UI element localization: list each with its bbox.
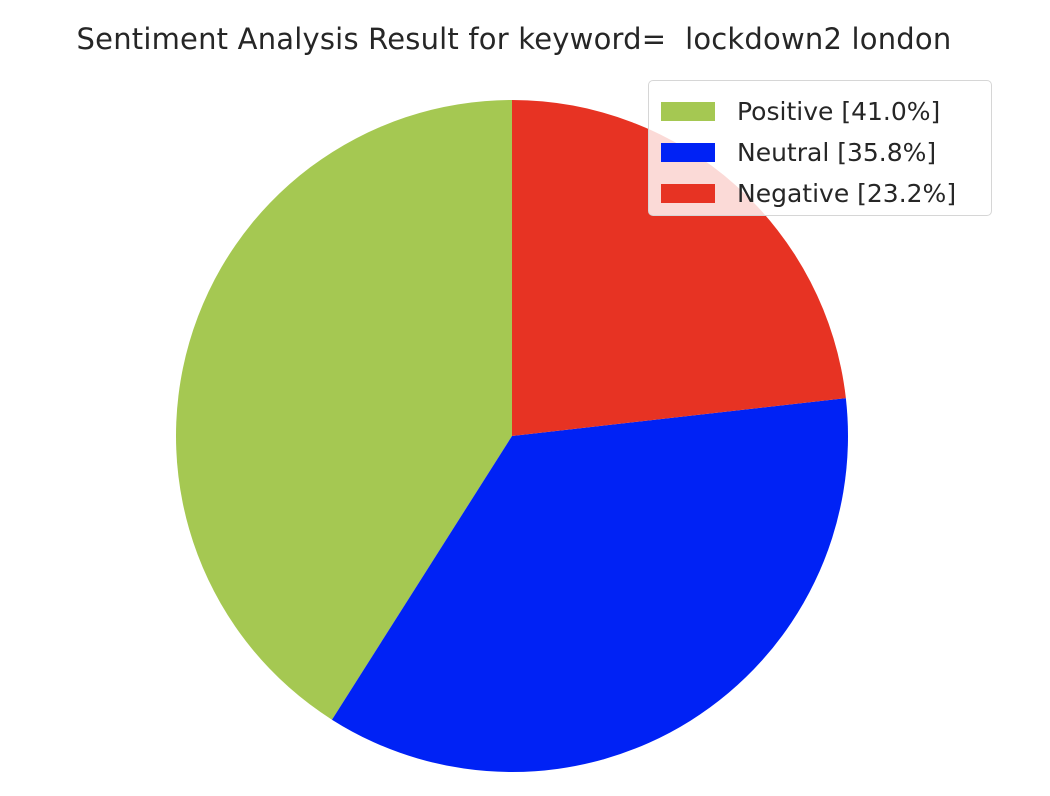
pie-slices	[176, 100, 849, 773]
legend-label-positive: Positive [41.0%]	[737, 97, 941, 126]
pie-slice-positive	[176, 100, 513, 720]
chart-title: Sentiment Analysis Result for keyword= l…	[76, 22, 952, 56]
legend-entry-neutral: Neutral [35.8%]	[661, 132, 991, 173]
legend-label-negative: Negative [23.2%]	[737, 179, 957, 208]
legend-swatch-neutral	[661, 143, 715, 162]
legend-entry-negative: Negative [23.2%]	[661, 173, 991, 214]
legend-swatch-positive	[661, 102, 715, 121]
pie-slice-negative	[512, 100, 846, 436]
legend-swatch-negative	[661, 184, 715, 203]
pie-slice-neutral	[331, 398, 849, 773]
legend: Positive [41.0%] Neutral [35.8%] Negativ…	[648, 80, 992, 216]
legend-label-neutral: Neutral [35.8%]	[737, 138, 937, 167]
legend-entry-positive: Positive [41.0%]	[661, 91, 991, 132]
